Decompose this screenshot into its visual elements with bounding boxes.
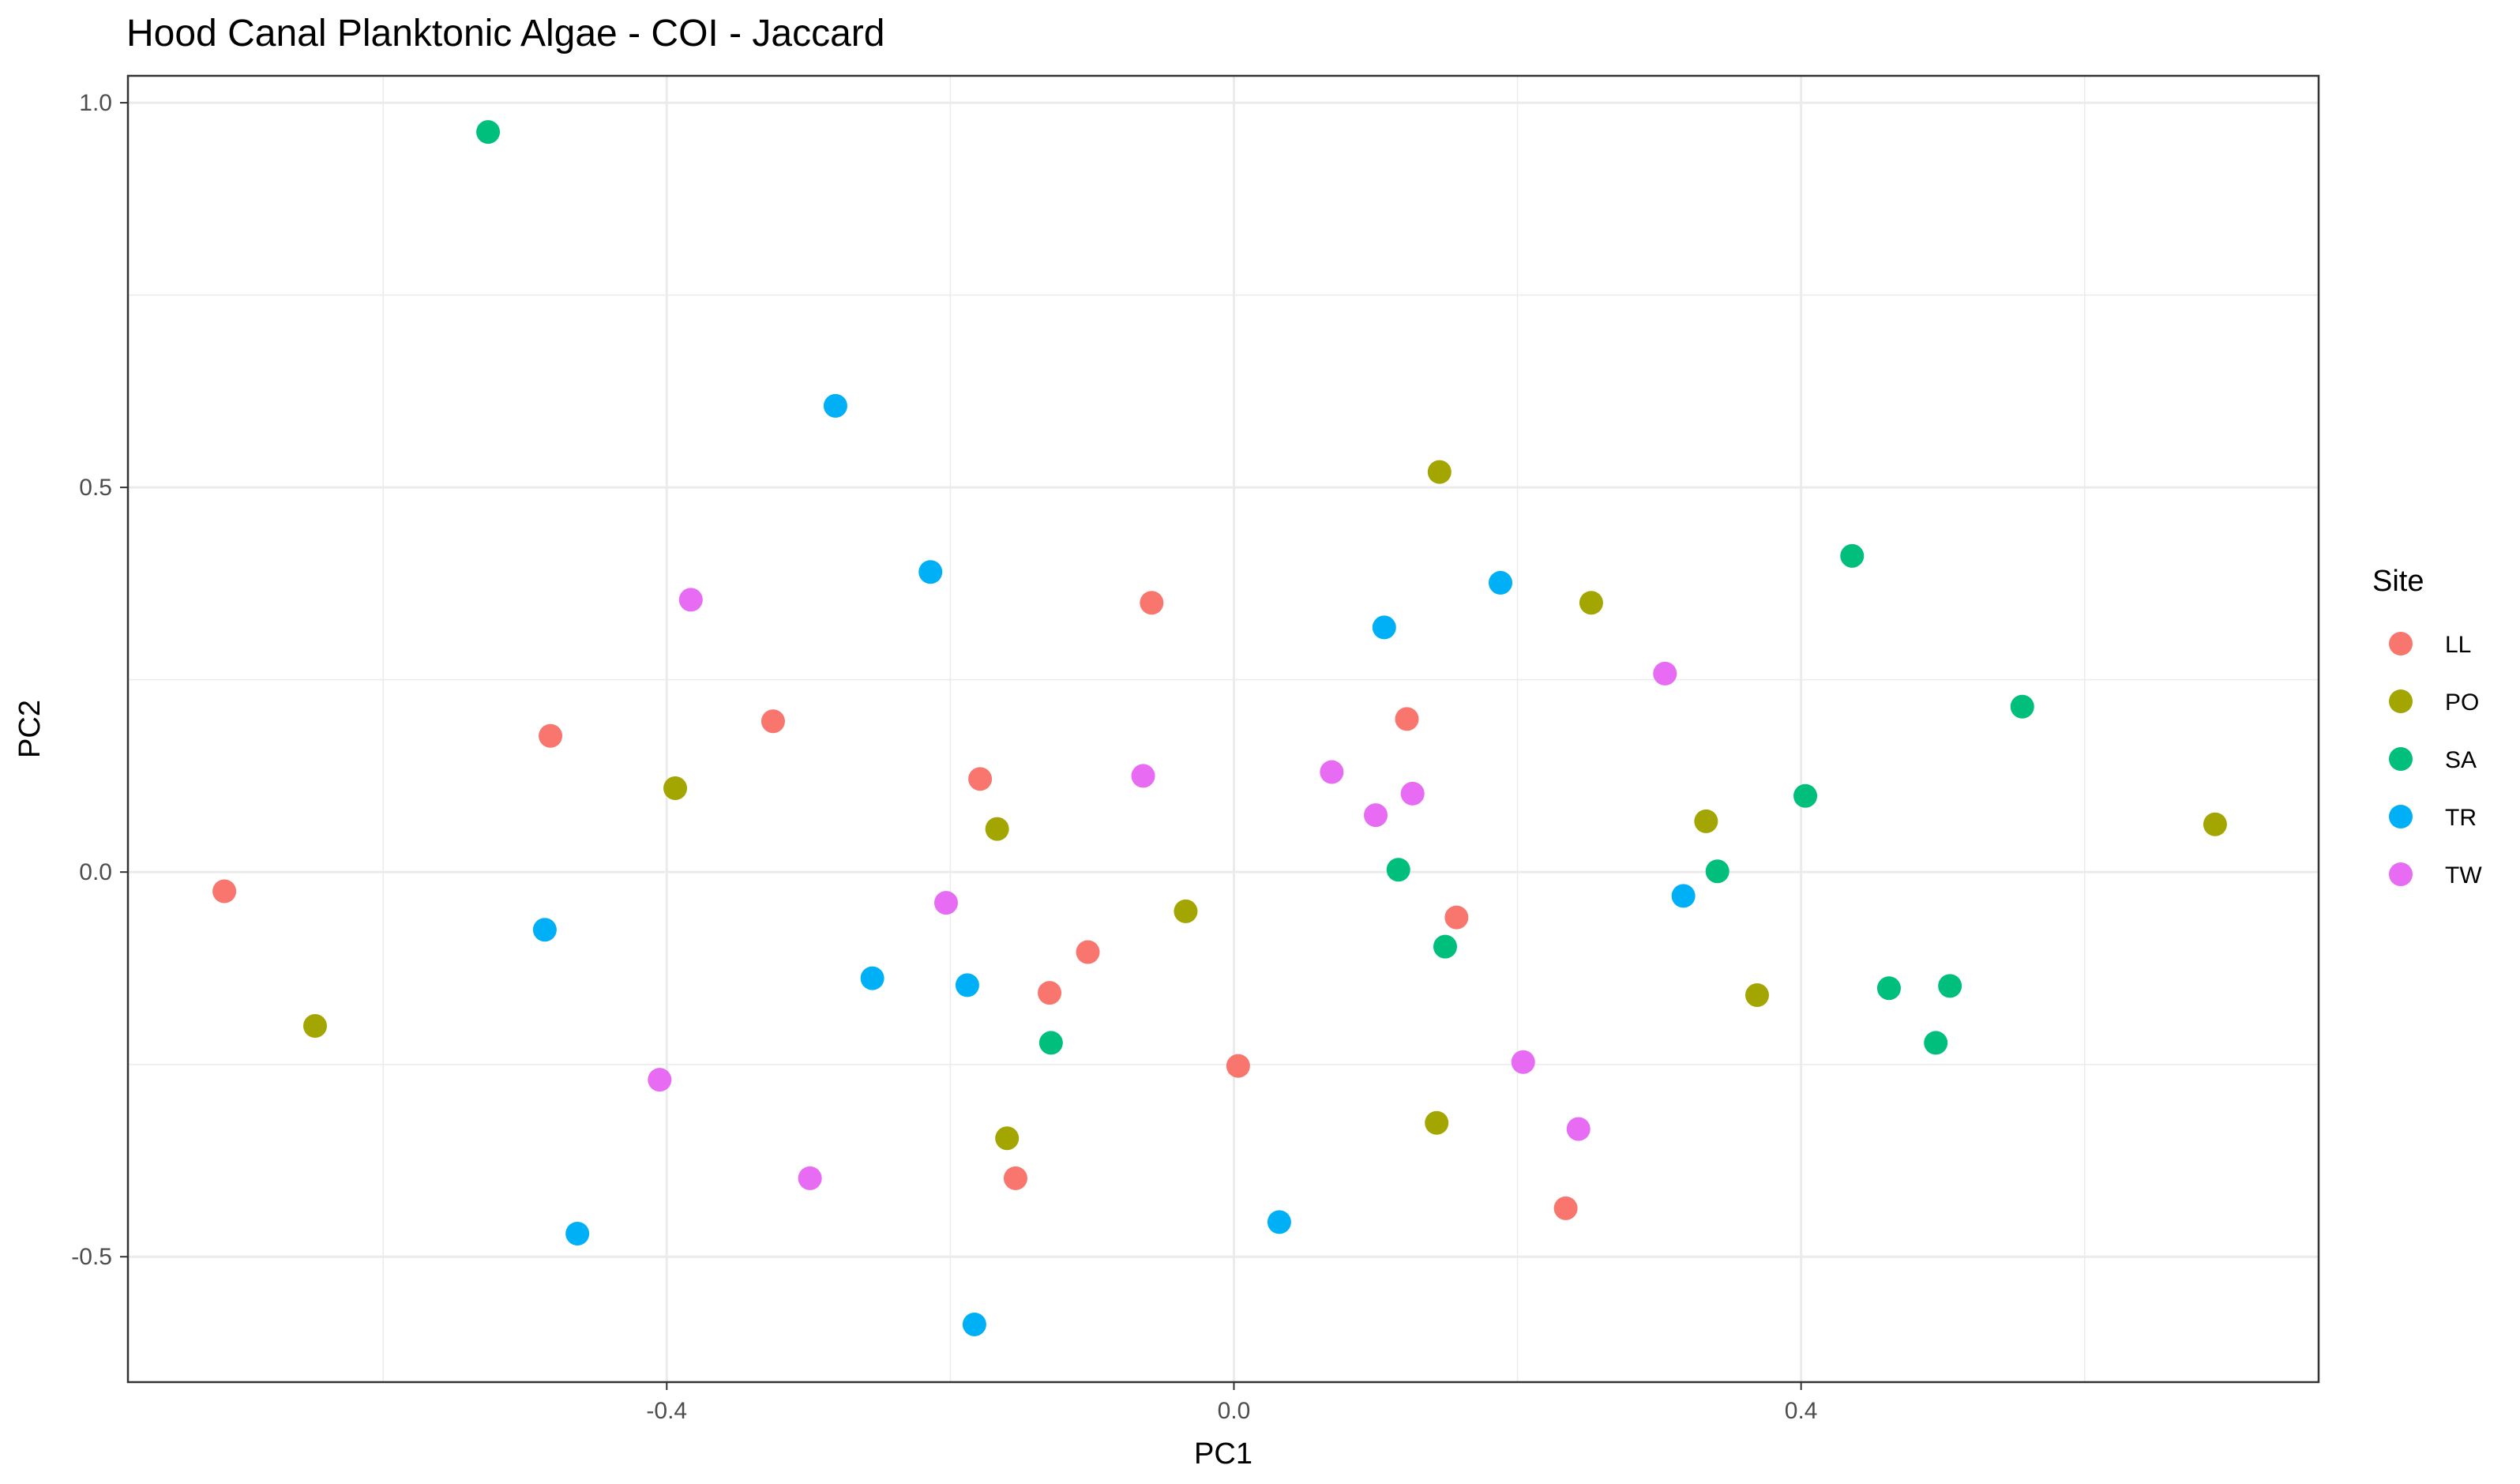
point-sa bbox=[1938, 974, 1962, 998]
point-sa bbox=[1386, 858, 1410, 882]
point-ll bbox=[1076, 940, 1100, 964]
y-tick-label: 1.0 bbox=[79, 90, 112, 116]
point-po bbox=[1174, 899, 1198, 923]
point-tw bbox=[648, 1068, 672, 1092]
point-ll bbox=[1395, 707, 1419, 731]
legend-key-ll bbox=[2389, 632, 2413, 656]
point-ll bbox=[1444, 905, 1469, 930]
point-sa bbox=[1038, 1031, 1063, 1055]
point-sa bbox=[1840, 543, 1865, 568]
point-po bbox=[1427, 460, 1452, 484]
point-ll bbox=[1038, 981, 1062, 1005]
y-axis-title: PC2 bbox=[13, 700, 47, 758]
point-tw bbox=[1400, 781, 1425, 806]
plot-panel-border bbox=[126, 74, 2320, 1384]
point-po bbox=[1425, 1110, 1449, 1135]
point-po bbox=[1744, 983, 1769, 1008]
point-tw bbox=[678, 588, 703, 612]
point-tw bbox=[1320, 760, 1344, 784]
axis-ticks: -0.4 0.0 0.4 -0.5 0.0 0.5 1.0 bbox=[71, 90, 1817, 1424]
point-tr bbox=[823, 393, 847, 418]
point-tr bbox=[918, 560, 943, 584]
point-tw bbox=[1131, 764, 1155, 788]
point-sa bbox=[1876, 976, 1901, 1001]
point-sa bbox=[1793, 783, 1818, 808]
legend-label-po: PO bbox=[2445, 689, 2479, 716]
point-sa bbox=[1433, 934, 1457, 959]
legend-key-sa bbox=[2389, 747, 2413, 771]
point-ll bbox=[1226, 1054, 1250, 1078]
legend-label-sa: SA bbox=[2445, 747, 2477, 773]
point-po bbox=[1694, 809, 1718, 833]
x-tick-label: 0.4 bbox=[1785, 1398, 1818, 1424]
y-tick-label: 0.0 bbox=[79, 859, 112, 885]
legend-label-ll: LL bbox=[2445, 632, 2471, 658]
point-sa bbox=[1705, 859, 1729, 884]
legend-key-tr bbox=[2389, 805, 2413, 828]
legend-title: Site bbox=[2372, 565, 2424, 598]
x-tick-label: 0.0 bbox=[1218, 1398, 1251, 1424]
point-po bbox=[303, 1013, 328, 1038]
point-ll bbox=[1553, 1196, 1578, 1220]
point-tr bbox=[1671, 884, 1696, 908]
point-tr bbox=[955, 973, 979, 997]
point-tw bbox=[933, 891, 958, 915]
point-ll bbox=[1140, 591, 1164, 615]
point-tw bbox=[1566, 1117, 1590, 1141]
point-ll bbox=[212, 879, 237, 904]
point-tr bbox=[860, 966, 884, 990]
point-sa bbox=[1924, 1031, 1948, 1055]
legend-key-tw bbox=[2389, 862, 2413, 886]
point-tr bbox=[1267, 1210, 1291, 1234]
legend: Site LL PO SA TR TW bbox=[2372, 565, 2482, 889]
x-tick-label: -0.4 bbox=[646, 1398, 687, 1424]
point-tw bbox=[1511, 1050, 1535, 1074]
legend-label-tw: TW bbox=[2445, 862, 2482, 889]
point-po bbox=[995, 1126, 1020, 1151]
point-tr bbox=[1489, 570, 1513, 595]
data-points bbox=[212, 120, 2227, 1336]
x-axis-title: PC1 bbox=[1194, 1437, 1252, 1471]
point-po bbox=[663, 776, 688, 801]
point-tr bbox=[532, 918, 557, 942]
point-po bbox=[985, 817, 1009, 841]
grid-lines bbox=[128, 76, 2319, 1382]
y-tick-label: -0.5 bbox=[71, 1244, 112, 1270]
point-tw bbox=[798, 1166, 822, 1190]
point-ll bbox=[539, 723, 563, 748]
point-ll bbox=[761, 709, 785, 734]
point-tr bbox=[962, 1312, 986, 1336]
point-po bbox=[2203, 812, 2227, 836]
point-po bbox=[1579, 591, 1603, 615]
point-tw bbox=[1653, 661, 1677, 686]
legend-key-po bbox=[2389, 689, 2413, 713]
point-ll bbox=[968, 767, 993, 791]
point-sa bbox=[2010, 694, 2034, 719]
legend-label-tr: TR bbox=[2445, 805, 2477, 831]
chart-title: Hood Canal Planktonic Algae - COI - Jacc… bbox=[126, 13, 884, 54]
point-ll bbox=[1003, 1166, 1027, 1190]
point-tw bbox=[1364, 803, 1388, 828]
point-tr bbox=[565, 1222, 590, 1246]
point-tr bbox=[1372, 615, 1396, 640]
point-sa bbox=[476, 120, 501, 145]
y-tick-label: 0.5 bbox=[79, 475, 112, 501]
